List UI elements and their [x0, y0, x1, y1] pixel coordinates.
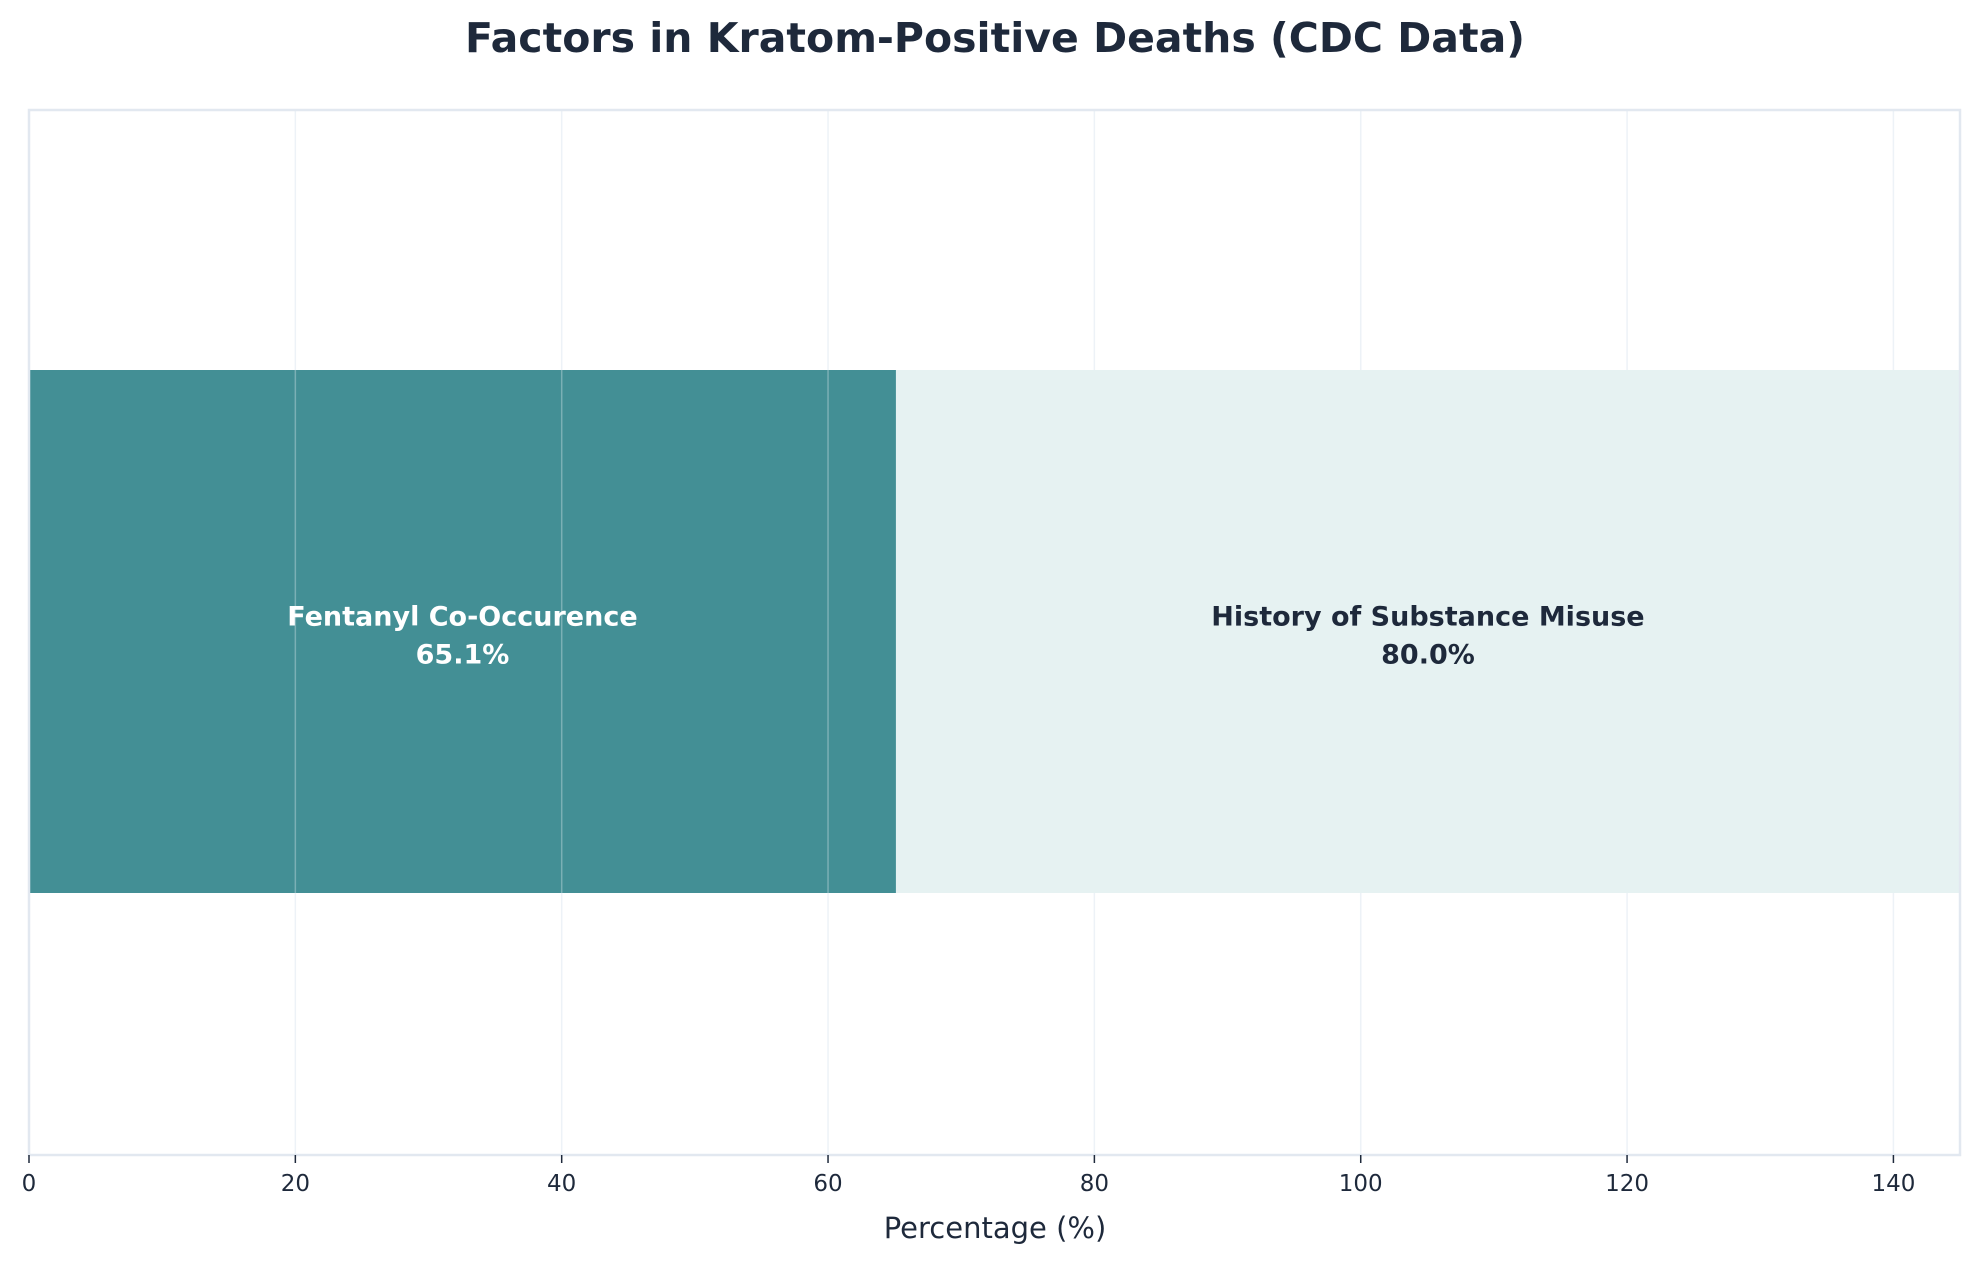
chart-title: Factors in Kratom-Positive Deaths (CDC D… [465, 14, 1525, 62]
bar-segment-1 [29, 370, 896, 893]
bar-segment-value: 65.1% [416, 640, 510, 671]
bar-segment-value: 80.0% [1381, 640, 1475, 671]
grid-lines-overlay [294, 370, 829, 893]
x-tick-label: 80 [1080, 1171, 1109, 1197]
bar-segment-2 [895, 370, 1960, 893]
bar-segment-name: History of Substance Misuse [1211, 602, 1644, 633]
plot-frame [27, 108, 1962, 1157]
bar-labels: Fentanyl Co-Occurence 65.1% History of Sub… [287, 602, 1644, 671]
x-axis-label: Percentage (%) [884, 1211, 1107, 1245]
x-tick-label: 100 [1339, 1171, 1383, 1197]
x-tick-label: 120 [1605, 1171, 1649, 1197]
x-tick-label: 60 [813, 1171, 842, 1197]
x-tick-label: 140 [1871, 1171, 1915, 1197]
x-tick-label: 20 [281, 1171, 310, 1197]
bar-segment-name: Fentanyl Co-Occurence [287, 602, 637, 633]
bars [29, 370, 1960, 893]
x-tick-label: 0 [22, 1171, 37, 1197]
x-axis-ticks: 0 20 40 60 80 100 120 140 [22, 1155, 1915, 1197]
x-tick-label: 40 [547, 1171, 576, 1197]
